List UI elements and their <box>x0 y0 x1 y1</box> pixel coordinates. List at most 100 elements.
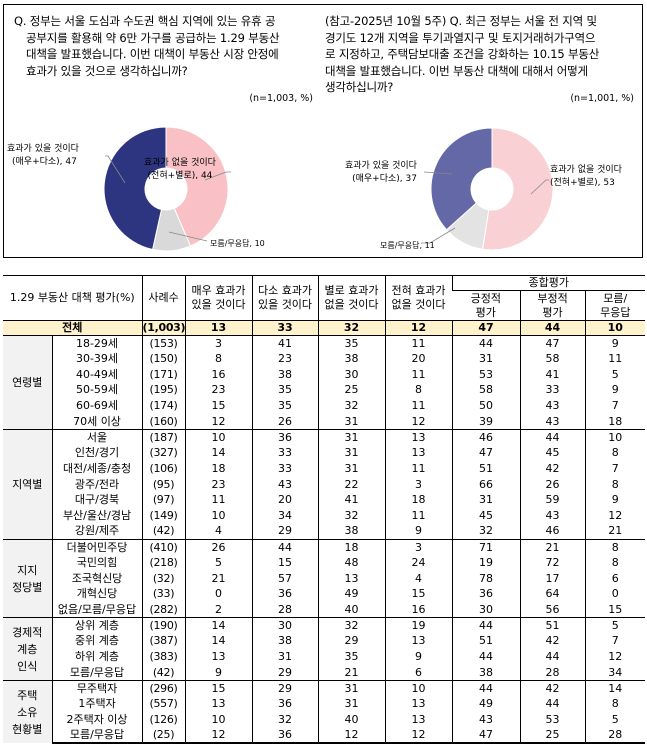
table-row: 1주택자 (557) 13 36 31 13 49 44 8 <box>3 696 646 712</box>
row-label: 50-59세 <box>51 382 143 399</box>
cell: 32 <box>451 523 521 540</box>
cell: 30 <box>451 602 521 618</box>
group-label: 지역별 <box>3 429 52 540</box>
row-label: 인천/경기 <box>51 445 143 461</box>
cell: 53 <box>519 712 586 728</box>
row-n: (32) <box>141 570 186 587</box>
cell: 23 <box>184 476 253 493</box>
cell: 5 <box>584 712 646 728</box>
cell: 9 <box>184 664 253 681</box>
col-header: 매우 효과가 있을 것이다 <box>184 275 253 321</box>
cell: 28 <box>251 602 319 618</box>
table-row: 50-59세 (195) 23 35 25 8 58 33 9 <box>3 382 646 399</box>
group-label-line: 지역별 <box>12 478 43 492</box>
cell: 13 <box>317 570 386 587</box>
row-n: (1,003) <box>141 320 186 336</box>
cell: 44 <box>451 649 521 665</box>
cell: 31 <box>317 461 386 477</box>
cell: 30 <box>251 617 319 634</box>
cell: 31 <box>317 429 386 446</box>
cell: 32 <box>317 398 386 414</box>
cell: 13 <box>384 429 453 446</box>
cell: 28 <box>519 664 586 681</box>
row-label: 대구/경북 <box>51 492 143 509</box>
cell: 44 <box>519 320 586 336</box>
cell: 20 <box>384 351 453 367</box>
cell: 10 <box>584 429 646 446</box>
cell: 36 <box>251 696 319 712</box>
cell: 31 <box>317 445 386 461</box>
cell: 32 <box>251 712 319 728</box>
cell: 46 <box>451 429 521 446</box>
cell: 47 <box>519 335 586 352</box>
cell: 26 <box>184 538 253 556</box>
table-title: 1.29 부동산 대책 평가(%) <box>3 275 143 321</box>
cell: 13 <box>384 445 453 461</box>
cell: 71 <box>451 538 521 556</box>
question-line: 대책을 발표했습니다. 이번 대책이 부동산 시장 안정에 <box>26 47 279 61</box>
question-line: 경기도 12개 지역을 투기과열지구 및 토지거래허가구역으 <box>325 30 596 45</box>
cell: 9 <box>584 492 646 509</box>
cell: 23 <box>251 351 319 367</box>
cell: 18 <box>384 492 453 509</box>
table-row: 30-39세 (150) 8 23 38 20 31 58 11 <box>3 351 646 367</box>
cell: 32 <box>317 508 386 524</box>
row-n: (126) <box>141 712 186 728</box>
cell: 3 <box>384 538 453 556</box>
cell: 35 <box>317 335 386 352</box>
cell: 15 <box>251 555 319 571</box>
cell: 16 <box>184 366 253 383</box>
table-row: 지지 정당별 더불어민주당 (410) 26 44 18 3 71 21 8 <box>3 538 646 618</box>
cell: 53 <box>451 366 521 383</box>
group-label-line: 주택 <box>17 688 38 702</box>
row-n: (218) <box>141 555 186 571</box>
cell: 38 <box>251 366 319 383</box>
question-line: (참고-2025년 10월 5주) Q. 최근 정부는 서울 전 지역 및 <box>325 14 597 28</box>
cell: 11 <box>384 366 453 383</box>
row-label: 70세 이상 <box>51 413 143 430</box>
cell: 10 <box>184 429 253 446</box>
cell: 43 <box>519 508 586 524</box>
cell: 47 <box>451 320 521 336</box>
leader-line <box>168 231 208 242</box>
pie-slice <box>481 127 554 251</box>
cell: 13 <box>384 712 453 728</box>
cell: 15 <box>184 398 253 414</box>
pie-slice <box>103 126 167 251</box>
leader-line <box>423 171 453 175</box>
row-label: 더불어민주당 <box>51 538 143 556</box>
table-row: 국민의힘 (218) 5 15 48 24 19 72 8 <box>3 555 646 571</box>
cell: 44 <box>451 680 521 697</box>
cell: 33 <box>251 445 319 461</box>
table-row: 70세 이상 (160) 12 26 31 12 39 43 18 <box>3 413 646 430</box>
cell: 35 <box>251 398 319 414</box>
slice-label-positive: 효과가 있을 것이다 (매우+다소), 37 <box>345 161 417 184</box>
group-label: 경제적 계층 인식 <box>3 617 52 681</box>
cell: 12 <box>584 508 646 524</box>
row-n: (296) <box>141 680 186 697</box>
group-label-line: 경제적 <box>12 625 43 639</box>
row-label: 부산/울산/경남 <box>51 508 143 524</box>
leader-line <box>204 171 231 181</box>
total-row: 전체 (1,003) 13 33 32 12 47 44 10 <box>3 320 646 336</box>
row-n: (383) <box>141 649 186 665</box>
cell: 28 <box>584 727 646 745</box>
cell: 49 <box>317 586 386 603</box>
row-n: (410) <box>141 538 186 556</box>
cell: 46 <box>519 523 586 540</box>
cell: 10 <box>184 508 253 524</box>
cell: 32 <box>317 320 386 336</box>
table-row: 지역별 서울 (187) 10 36 31 13 46 44 10 <box>3 429 646 540</box>
row-label: 전체 <box>3 320 143 336</box>
cell: 43 <box>519 413 586 430</box>
cell: 29 <box>251 664 319 681</box>
cell: 16 <box>384 602 453 618</box>
cell: 19 <box>384 617 453 634</box>
cell: 48 <box>317 555 386 571</box>
cell: 43 <box>519 398 586 414</box>
cell: 36 <box>451 586 521 603</box>
table-row: 경제적 계층 인식 상위 계층 (190) 14 30 32 19 44 51 5 <box>3 617 646 681</box>
cell: 29 <box>317 633 386 650</box>
cell: 45 <box>451 508 521 524</box>
cell: 9 <box>584 335 646 352</box>
